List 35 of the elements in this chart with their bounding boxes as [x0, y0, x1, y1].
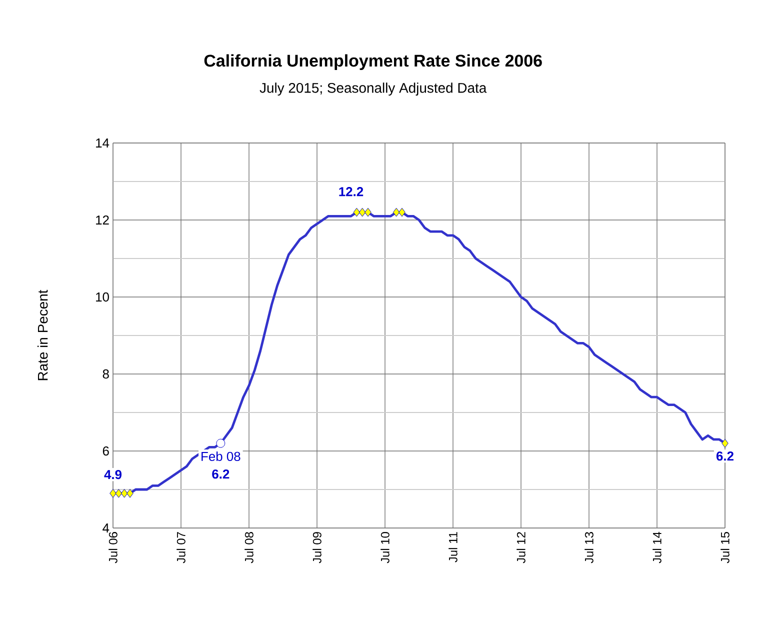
x-tick-label: Jul 11 — [448, 532, 458, 562]
y-tick-label: 4 — [102, 524, 110, 532]
y-tick-label: 14 — [96, 138, 110, 148]
chart-title: California Unemployment Rate Since 2006 — [204, 54, 542, 70]
point — [216, 438, 226, 448]
x-tick-label: Jul 08 — [244, 532, 254, 564]
y-tick-label: 8 — [102, 369, 109, 379]
y-tick-label: 6 — [102, 446, 109, 456]
annotation: 12.2 — [339, 187, 364, 196]
y-axis-title: Rate in Pecent — [37, 290, 48, 380]
point — [392, 208, 400, 217]
x-tick-label: Jul 13 — [584, 532, 594, 564]
point — [110, 488, 116, 498]
chart-subtitle: July 2015; Seasonally Adjusted Data — [260, 82, 487, 96]
x-tick-label: Jul 12 — [516, 532, 526, 564]
x-tick-label: Jul 15 — [720, 532, 730, 564]
x-tick-label: Jul 10 — [380, 532, 390, 564]
point — [358, 208, 366, 217]
y-tick-label: 12 — [96, 215, 109, 225]
annotation: 6.2 — [212, 469, 230, 479]
annotation: 4.9 — [104, 470, 122, 480]
point — [120, 488, 128, 498]
x-tick-label: Jul 06 — [108, 532, 118, 564]
x-tick-label: Jul 14 — [652, 532, 662, 564]
point — [126, 488, 134, 498]
annotation: Feb 08 — [202, 451, 240, 462]
x-tick-label: Jul 07 — [176, 532, 186, 564]
point — [722, 438, 728, 448]
point — [353, 208, 360, 217]
point — [364, 208, 372, 217]
x-tick-label: Jul 09 — [312, 532, 322, 564]
point — [115, 488, 122, 498]
y-tick-label: 10 — [96, 292, 109, 302]
point — [398, 208, 406, 217]
annotation: 6.2 — [716, 451, 734, 461]
